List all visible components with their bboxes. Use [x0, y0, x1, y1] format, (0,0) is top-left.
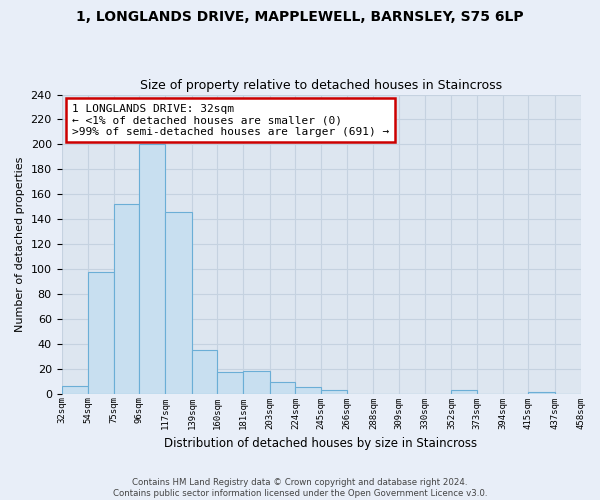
Bar [528, 392, 555, 394]
Bar [295, 388, 321, 394]
Bar [192, 350, 217, 394]
Bar [114, 204, 139, 394]
Bar [217, 372, 243, 394]
Bar [243, 371, 270, 394]
Bar [88, 272, 114, 394]
Text: Contains HM Land Registry data © Crown copyright and database right 2024.
Contai: Contains HM Land Registry data © Crown c… [113, 478, 487, 498]
Text: 1, LONGLANDS DRIVE, MAPPLEWELL, BARNSLEY, S75 6LP: 1, LONGLANDS DRIVE, MAPPLEWELL, BARNSLEY… [76, 10, 524, 24]
Bar [270, 382, 295, 394]
X-axis label: Distribution of detached houses by size in Staincross: Distribution of detached houses by size … [164, 437, 478, 450]
Bar [139, 144, 165, 394]
Bar [451, 390, 477, 394]
Title: Size of property relative to detached houses in Staincross: Size of property relative to detached ho… [140, 79, 502, 92]
Text: 1 LONGLANDS DRIVE: 32sqm
← <1% of detached houses are smaller (0)
>99% of semi-d: 1 LONGLANDS DRIVE: 32sqm ← <1% of detach… [72, 104, 389, 136]
Bar [62, 386, 88, 394]
Y-axis label: Number of detached properties: Number of detached properties [15, 156, 25, 332]
Bar [165, 212, 192, 394]
Bar [321, 390, 347, 394]
